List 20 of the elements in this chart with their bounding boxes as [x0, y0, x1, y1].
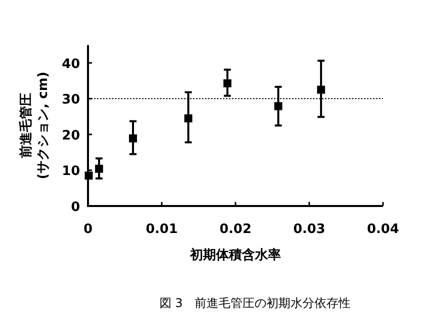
- y-tick-label: 20: [62, 128, 80, 144]
- point: [128, 134, 137, 142]
- caption: 図 3 前進毛管圧の初期水分依存性: [159, 296, 351, 310]
- y-tick-label: 10: [62, 164, 80, 180]
- y-tick-label: 30: [62, 92, 80, 108]
- point: [95, 164, 104, 173]
- x-axis-title: 初期体積含水率: [189, 247, 281, 263]
- point: [223, 79, 232, 88]
- x-tick-label: 0.04: [366, 222, 400, 237]
- point: [84, 172, 93, 180]
- point: [317, 86, 326, 94]
- x-tick-label: 0.01: [146, 222, 178, 237]
- x-tick-label: 0: [83, 222, 93, 237]
- x-tick-label: 0.03: [293, 222, 326, 237]
- y-tick-label: 40: [62, 56, 80, 72]
- point: [274, 102, 282, 110]
- point: [184, 114, 192, 122]
- y-tick-label: 0: [70, 200, 80, 215]
- y-axis-title: 前進毛管圧 (サクション, cm): [18, 72, 51, 180]
- x-tick-label: 0.02: [219, 222, 252, 237]
